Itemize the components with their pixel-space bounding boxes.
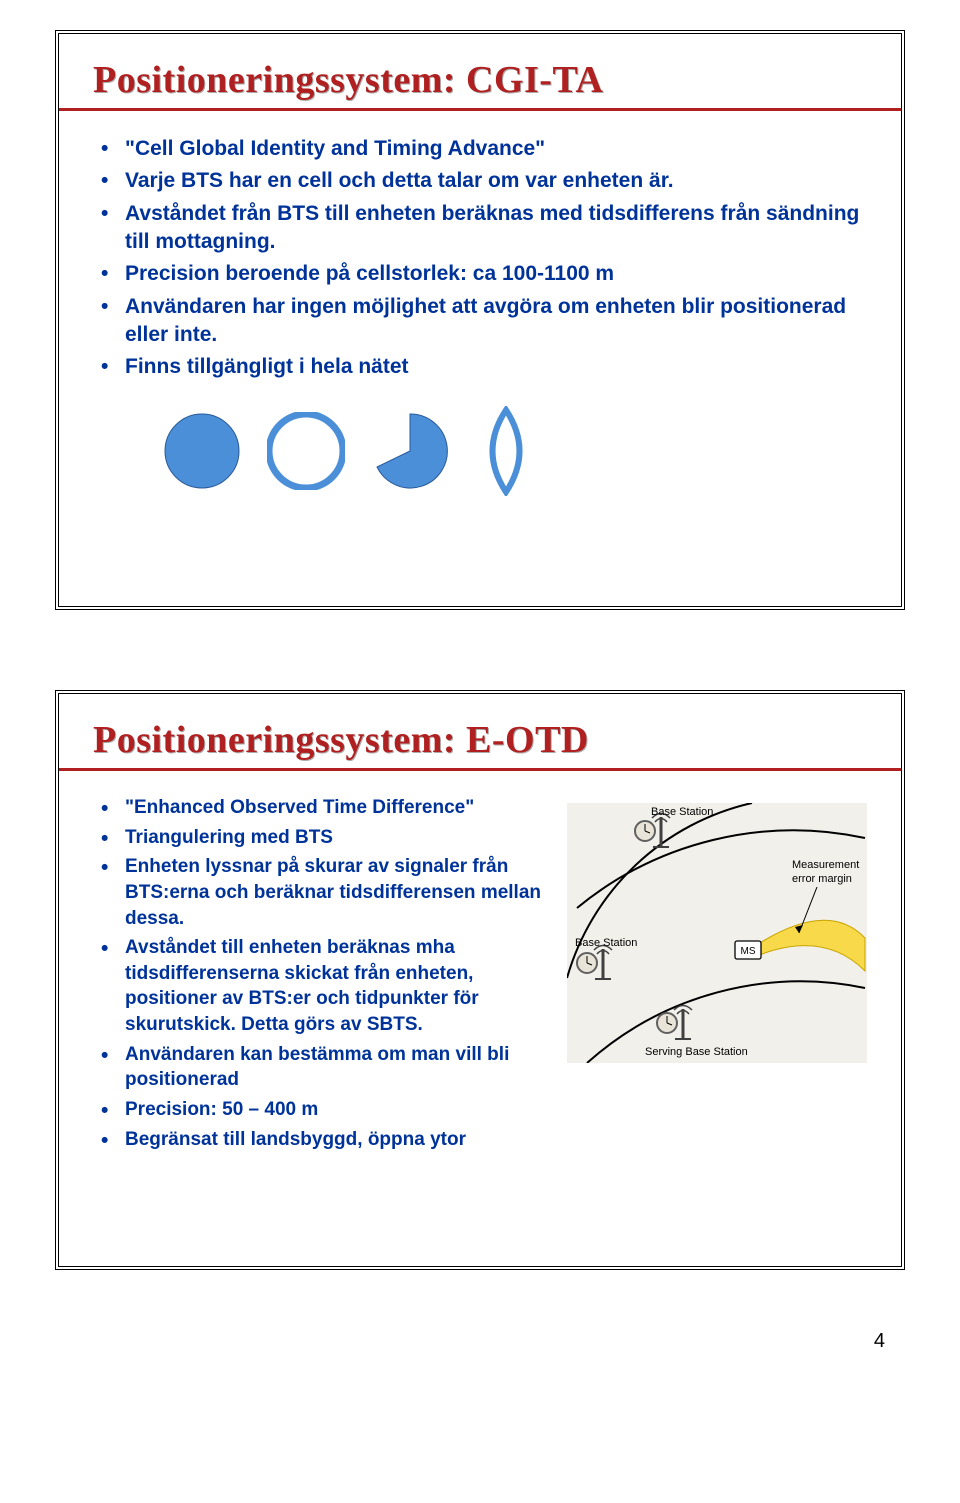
bullet-list: "Enhanced Observed Time Difference" Tria… bbox=[93, 795, 549, 1152]
list-item: "Enhanced Observed Time Difference" bbox=[119, 795, 549, 821]
list-item: Avståndet från BTS till enheten beräknas… bbox=[119, 200, 867, 257]
right-column: MS Base Station bbox=[567, 795, 867, 1156]
ms-label: MS bbox=[741, 946, 756, 957]
list-item: Triangulering med BTS bbox=[119, 825, 549, 851]
triangulation-diagram: MS Base Station bbox=[567, 803, 867, 1063]
two-column-layout: "Enhanced Observed Time Difference" Tria… bbox=[93, 795, 867, 1156]
margin-label-1: Measurement bbox=[792, 859, 859, 871]
list-item: Finns tillgängligt i hela nätet bbox=[119, 353, 867, 381]
list-item: Användaren kan bestämma om man vill bli … bbox=[119, 1042, 549, 1093]
full-circle-icon bbox=[163, 412, 241, 490]
left-column: "Enhanced Observed Time Difference" Tria… bbox=[93, 795, 549, 1156]
list-item: Precision beroende på cellstorlek: ca 10… bbox=[119, 260, 867, 288]
list-item: Avståndet till enheten beräknas mha tids… bbox=[119, 935, 549, 1038]
list-item: Enheten lyssnar på skurar av signaler fr… bbox=[119, 854, 549, 931]
list-item: Varje BTS har en cell och detta talar om… bbox=[119, 167, 867, 195]
ms-device-icon: MS bbox=[735, 941, 761, 959]
list-item: "Cell Global Identity and Timing Advance… bbox=[119, 135, 867, 163]
list-item: Användaren har ingen möjlighet att avgör… bbox=[119, 293, 867, 350]
margin-label-2: error margin bbox=[792, 873, 852, 885]
slide-title: Positioneringssystem: E-OTD bbox=[93, 718, 867, 762]
lens-icon bbox=[475, 406, 537, 496]
pie-icon bbox=[371, 412, 449, 490]
bs-top-label: Base Station bbox=[651, 806, 713, 818]
slide-title: Positioneringssystem: CGI-TA bbox=[93, 58, 867, 102]
title-underline bbox=[59, 768, 901, 771]
title-underline bbox=[59, 108, 901, 111]
ring-icon bbox=[267, 412, 345, 490]
list-item: Precision: 50 – 400 m bbox=[119, 1097, 549, 1123]
slide-cgi-ta: Positioneringssystem: CGI-TA "Cell Globa… bbox=[55, 30, 905, 610]
list-item: Begränsat till landsbyggd, öppna ytor bbox=[119, 1127, 549, 1153]
slide-e-otd: Positioneringssystem: E-OTD "Enhanced Ob… bbox=[55, 690, 905, 1270]
page-number: 4 bbox=[55, 1330, 905, 1353]
shape-row bbox=[93, 406, 867, 496]
bullet-list: "Cell Global Identity and Timing Advance… bbox=[93, 135, 867, 382]
bs-left-label: Base Station bbox=[575, 937, 637, 949]
serving-label: Serving Base Station bbox=[645, 1046, 748, 1058]
document-page: Positioneringssystem: CGI-TA "Cell Globa… bbox=[0, 0, 960, 1393]
